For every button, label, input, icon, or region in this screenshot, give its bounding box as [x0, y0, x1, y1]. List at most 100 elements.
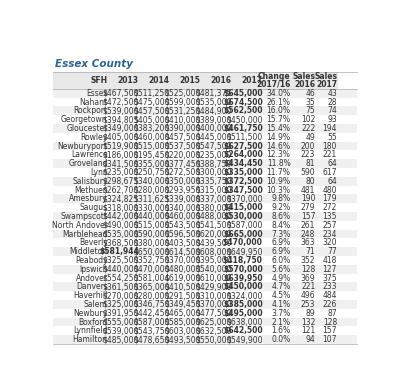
- Text: 190: 190: [301, 194, 315, 203]
- Text: 279: 279: [301, 203, 315, 212]
- Text: Essex County: Essex County: [55, 59, 133, 69]
- Text: $335,000: $335,000: [223, 168, 263, 177]
- Text: $484,900: $484,900: [195, 106, 232, 115]
- Bar: [53, 203, 357, 212]
- Text: $555,000: $555,000: [102, 317, 139, 326]
- Text: $341,500: $341,500: [102, 159, 139, 168]
- Text: $587,000: $587,000: [226, 221, 263, 230]
- Text: 11.8%: 11.8%: [267, 159, 290, 168]
- Text: Georgetown: Georgetown: [61, 115, 108, 124]
- Text: $515,000: $515,000: [133, 221, 170, 230]
- Text: North Andover: North Andover: [52, 221, 108, 230]
- Text: Newburyport: Newburyport: [58, 142, 108, 151]
- Text: Sales: Sales: [314, 73, 337, 82]
- Bar: [53, 151, 357, 159]
- Text: 15.7%: 15.7%: [266, 115, 290, 124]
- Text: 128: 128: [301, 265, 315, 274]
- Text: $324,000: $324,000: [226, 291, 263, 300]
- Bar: [53, 212, 357, 221]
- Text: $519,900: $519,900: [102, 142, 139, 151]
- Text: $465,000: $465,000: [164, 309, 201, 318]
- Text: Lynnfield: Lynnfield: [73, 326, 108, 335]
- Text: 2017/16: 2017/16: [256, 80, 290, 89]
- Text: 14.6%: 14.6%: [266, 142, 290, 151]
- Text: $339,000: $339,000: [164, 194, 201, 203]
- Text: Lynn: Lynn: [90, 168, 108, 177]
- Bar: [53, 238, 357, 247]
- Text: $311,625: $311,625: [134, 194, 170, 203]
- Text: $649,950: $649,950: [226, 247, 263, 256]
- Text: 7.3%: 7.3%: [271, 230, 290, 239]
- Text: 363: 363: [301, 238, 315, 247]
- Text: 0.0%: 0.0%: [271, 335, 290, 344]
- Text: $535,000: $535,000: [102, 230, 139, 239]
- Text: $403,500: $403,500: [164, 238, 201, 247]
- Text: 75: 75: [306, 106, 315, 115]
- Text: $481,375: $481,375: [196, 89, 232, 98]
- Text: $608,000: $608,000: [195, 247, 232, 256]
- Text: $347,500: $347,500: [223, 186, 263, 195]
- Text: $340,000: $340,000: [133, 177, 170, 186]
- Text: 2015: 2015: [180, 76, 201, 85]
- Text: $368,500: $368,500: [102, 238, 139, 247]
- Text: $531,250: $531,250: [164, 106, 201, 115]
- Text: Groveland: Groveland: [68, 159, 108, 168]
- Bar: [53, 106, 357, 115]
- Text: $457,500: $457,500: [133, 106, 170, 115]
- Text: 248: 248: [301, 230, 315, 239]
- Text: $450,000: $450,000: [223, 282, 263, 291]
- Text: $365,000: $365,000: [133, 282, 170, 291]
- Text: 28: 28: [328, 98, 337, 106]
- Text: 179: 179: [322, 194, 337, 203]
- Text: 127: 127: [323, 265, 337, 274]
- Text: 375: 375: [322, 273, 337, 283]
- Text: $350,000: $350,000: [164, 177, 201, 186]
- Text: Lawrence: Lawrence: [71, 151, 108, 160]
- Text: $610,000: $610,000: [195, 273, 232, 283]
- Text: 4.1%: 4.1%: [272, 300, 290, 309]
- Text: 6.9%: 6.9%: [271, 247, 290, 256]
- Text: 128: 128: [323, 317, 337, 326]
- Bar: [53, 335, 357, 344]
- Text: $674,500: $674,500: [223, 98, 263, 106]
- Text: Methuen: Methuen: [74, 186, 108, 195]
- Text: $554,250: $554,250: [102, 273, 139, 283]
- Text: Hamilton: Hamilton: [73, 335, 108, 344]
- Text: $590,000: $590,000: [133, 230, 170, 239]
- Text: $293,950: $293,950: [164, 186, 201, 195]
- Text: 10.3%: 10.3%: [266, 186, 290, 195]
- Text: $346,750: $346,750: [133, 300, 170, 309]
- Text: $442,000: $442,000: [102, 212, 139, 221]
- Bar: [317, 72, 338, 89]
- Text: 272: 272: [323, 203, 337, 212]
- Text: $370,000: $370,000: [164, 256, 201, 265]
- Text: 35: 35: [306, 98, 315, 106]
- Text: Ipswich: Ipswich: [79, 265, 108, 274]
- Text: $440,000: $440,000: [133, 212, 170, 221]
- Text: $340,000: $340,000: [164, 203, 201, 212]
- Text: $540,000: $540,000: [195, 265, 232, 274]
- Text: 8.4%: 8.4%: [272, 221, 290, 230]
- Text: $535,000: $535,000: [195, 98, 232, 106]
- Text: $445,000: $445,000: [195, 133, 232, 142]
- Text: $270,000: $270,000: [102, 291, 139, 300]
- Text: $650,000: $650,000: [133, 247, 170, 256]
- Text: Swampscott: Swampscott: [61, 212, 108, 221]
- Text: 180: 180: [323, 142, 337, 151]
- Text: $235,000: $235,000: [195, 151, 232, 160]
- Text: $272,500: $272,500: [164, 168, 201, 177]
- Text: $477,500: $477,500: [195, 309, 232, 318]
- Text: $599,000: $599,000: [164, 98, 201, 106]
- Text: 221: 221: [301, 282, 315, 291]
- Text: $186,000: $186,000: [102, 151, 139, 160]
- Text: $547,500: $547,500: [195, 142, 232, 151]
- Text: Salisbury: Salisbury: [72, 177, 108, 186]
- Text: $495,000: $495,000: [223, 309, 263, 318]
- Text: $467,500: $467,500: [102, 89, 139, 98]
- Text: 2017: 2017: [316, 80, 337, 89]
- Bar: [53, 230, 357, 238]
- Text: Haverhill: Haverhill: [73, 291, 108, 300]
- Text: $470,000: $470,000: [133, 265, 170, 274]
- Text: $585,000: $585,000: [164, 317, 201, 326]
- Text: 11.7%: 11.7%: [267, 168, 290, 177]
